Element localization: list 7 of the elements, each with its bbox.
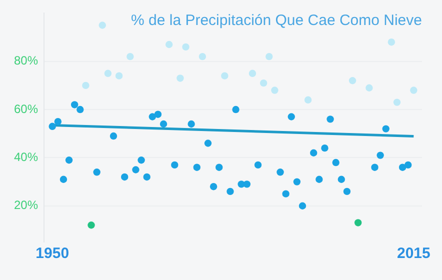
y-tick-label: 60% — [14, 102, 38, 116]
y-tick-label: 20% — [14, 198, 38, 212]
x-tick-label: 2015 — [396, 245, 430, 262]
chart-title: % de la Precipitación Que Cae Como Nieve — [131, 12, 422, 30]
y-tick-label: 80% — [14, 54, 38, 68]
x-tick-label: 1950 — [36, 245, 70, 262]
y-tick-label: 40% — [14, 150, 38, 164]
